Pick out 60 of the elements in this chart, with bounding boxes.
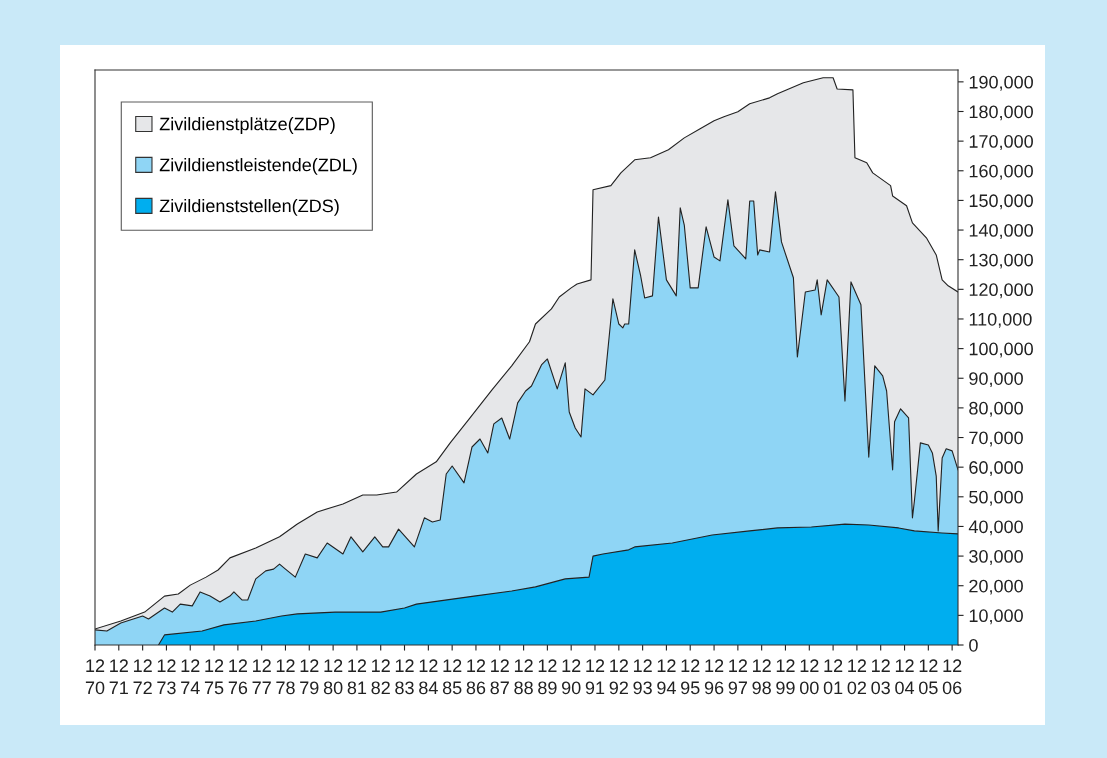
- x-tick-label: 12 71: [109, 659, 128, 695]
- x-tick-label: 12 04: [895, 659, 915, 695]
- x-tick-label: 12 99: [776, 659, 795, 695]
- x-tick-label: 12 90: [561, 659, 581, 695]
- y-tick-label: 170,000: [969, 135, 1033, 150]
- x-tick-label: 12 02: [847, 659, 867, 695]
- x-tick-label: 12 01: [823, 659, 843, 695]
- x-tick-label: 12 77: [252, 659, 271, 695]
- x-tick-label: 12 92: [609, 659, 628, 695]
- legend-label: Zivildienststellen(ZDS): [159, 198, 339, 216]
- y-tick-label: 90,000: [969, 372, 1023, 388]
- y-tick-label: 60,000: [969, 461, 1023, 477]
- y-tick-label: 160,000: [969, 164, 1033, 180]
- x-tick-label: 12 84: [419, 659, 438, 695]
- x-tick-label: 12 03: [871, 659, 890, 695]
- x-tick-label: 12 97: [728, 659, 747, 695]
- y-tick-label: 150,000: [969, 194, 1033, 210]
- y-tick-label: 80,000: [969, 401, 1023, 417]
- y-tick-label: 130,000: [969, 253, 1033, 269]
- y-tick-label: 40,000: [968, 520, 1023, 536]
- y-tick-label: 190,000: [969, 75, 1033, 91]
- x-tick-label: 12 91: [585, 659, 605, 695]
- legend-label: Zivildienstplätze(ZDP): [159, 117, 335, 134]
- y-tick-label: 100,000: [969, 342, 1033, 358]
- x-tick-label: 12 98: [752, 659, 771, 695]
- x-tick-label: 12 81: [347, 659, 367, 695]
- x-tick-label: 12 94: [657, 659, 676, 695]
- x-tick-label: 12 78: [276, 659, 295, 695]
- x-tick-label: 12 73: [157, 659, 176, 695]
- x-tick-label: 12 85: [442, 659, 462, 695]
- x-tick-label: 12 06: [942, 659, 962, 695]
- y-tick-label: 110,000: [969, 312, 1032, 328]
- x-tick-label: 12 00: [799, 659, 819, 695]
- y-tick-label: 50,000: [969, 490, 1023, 506]
- x-tick-label: 12 82: [371, 659, 390, 695]
- x-tick-label: 12 79: [300, 659, 319, 695]
- x-tick-label: 12 80: [323, 659, 343, 695]
- x-tick-label: 12 96: [704, 659, 724, 695]
- x-tick-label: 12 83: [395, 659, 414, 695]
- x-tick-label: 12 87: [490, 659, 509, 695]
- x-tick-label: 12 89: [538, 659, 557, 695]
- x-tick-label: 12 86: [466, 659, 486, 695]
- x-tick-label: 12 93: [633, 659, 652, 695]
- x-tick-label: 12 95: [681, 659, 700, 695]
- legend-label: Zivildienstleistende(ZDL): [159, 158, 357, 175]
- x-tick-label: 12 75: [204, 659, 224, 695]
- x-tick-label: 12 88: [514, 659, 533, 695]
- x-tick-label: 12 74: [181, 659, 200, 695]
- y-tick-label: 20,000: [969, 579, 1023, 595]
- y-tick-label: 30,000: [969, 550, 1023, 565]
- x-tick-label: 12 72: [133, 659, 152, 695]
- y-tick-label: 140,000: [969, 223, 1033, 239]
- y-tick-label: 10,000: [969, 609, 1023, 625]
- x-tick-label: 12 76: [228, 659, 248, 695]
- y-tick-label: 70,000: [969, 431, 1023, 447]
- y-tick-label: 120,000: [969, 283, 1033, 299]
- y-tick-label: 0: [969, 638, 978, 652]
- x-tick-label: 12 05: [919, 659, 938, 695]
- y-tick-label: 180,000: [969, 105, 1033, 121]
- x-tick-label: 12 70: [85, 659, 105, 695]
